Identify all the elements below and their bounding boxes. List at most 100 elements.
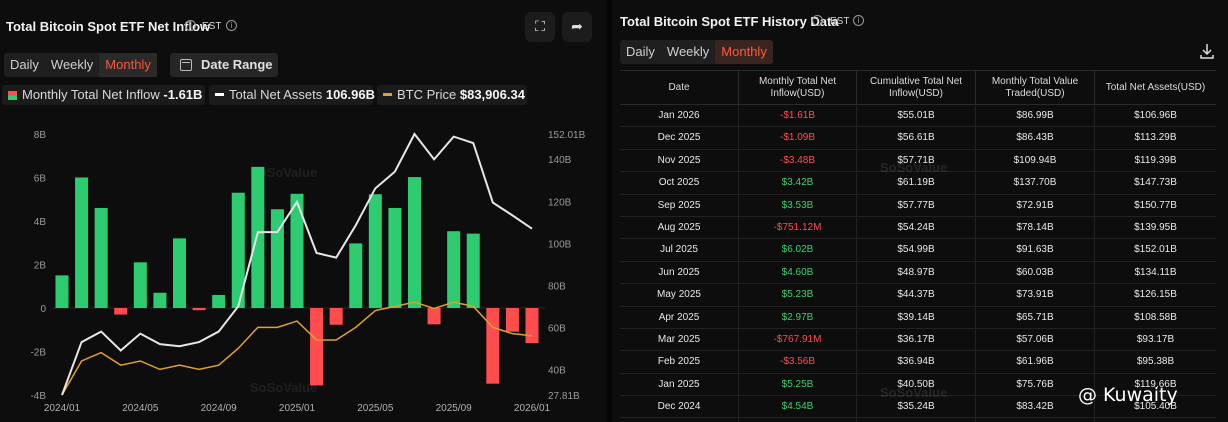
table-cell: $5.25B xyxy=(738,373,856,396)
x-tick: 2024/01 xyxy=(44,403,81,414)
legend-swatch xyxy=(215,93,224,96)
inflow-bar xyxy=(173,238,186,308)
column-header[interactable]: Cumulative Total Net Inflow(USD) xyxy=(856,71,975,104)
table-cell: $152.01B xyxy=(1094,239,1216,261)
table-cell: $55.01B xyxy=(856,105,975,127)
date-range-button[interactable]: Date Range xyxy=(170,53,278,77)
btc-price-line xyxy=(61,301,533,396)
watermark: SoSoValue xyxy=(880,385,948,400)
inflow-bar xyxy=(486,308,500,384)
legend-btc-price[interactable]: BTC Price $83,906.34 xyxy=(377,85,527,105)
info-icon[interactable]: i xyxy=(226,20,237,31)
table-cell: $108.58B xyxy=(1094,306,1216,328)
table-cell: Oct 2025 xyxy=(658,177,700,189)
legend-total-net-assets[interactable]: Total Net Assets 106.96B xyxy=(209,85,375,105)
table-cell: -$3.56B xyxy=(738,351,856,373)
share-icon[interactable]: ➦ xyxy=(562,12,592,42)
info-icon[interactable]: i xyxy=(185,20,196,31)
inflow-chart[interactable]: 8B 6B 4B 2B 0 -2B -4B 152.01B 140B 120B 100B 80B 60B… xyxy=(0,120,606,420)
info-icon[interactable]: i xyxy=(853,15,864,26)
table-row[interactable]: Apr 2025 $2.97B $39.14B $65.71B $108.58B xyxy=(620,306,1216,329)
legend-value: 106.96B xyxy=(325,87,375,102)
table-cell: -$767.91M xyxy=(738,328,856,351)
table-cell: $73.91B xyxy=(975,284,1094,306)
table-row[interactable]: Mar 2025 -$767.91M $36.17B $57.06B $93.17B xyxy=(620,328,1216,352)
net-assets-line xyxy=(61,132,533,396)
inflow-bar xyxy=(310,308,324,386)
panel-divider xyxy=(606,0,612,422)
inflow-title: Total Bitcoin Spot ETF Net Inflow xyxy=(6,19,211,34)
inflow-bar xyxy=(427,308,441,325)
tab-daily[interactable]: Daily xyxy=(626,44,655,59)
legend-label: BTC Price xyxy=(397,87,457,102)
inflow-bar xyxy=(329,308,343,325)
y-tick-right: 140B xyxy=(548,155,572,166)
column-header[interactable]: Total Net Assets(USD) xyxy=(1094,71,1216,104)
credit-label: @ Kuwaity xyxy=(1078,384,1178,406)
y-tick-left: -2B xyxy=(30,348,46,359)
inflow-bar xyxy=(466,233,480,308)
table-row[interactable]: Jul 2025 $6.02B $54.99B $91.63B $152.01B xyxy=(620,239,1216,262)
column-header[interactable]: Monthly Total Value Traded(USD) xyxy=(975,71,1094,104)
table-cell: $147.73B xyxy=(1094,172,1216,194)
column-header[interactable]: Monthly Total Net Inflow(USD) xyxy=(738,71,856,104)
table-cell: $5.23B xyxy=(738,284,856,306)
table-cell: $30.70B xyxy=(856,418,975,422)
info-icon[interactable]: i xyxy=(812,15,823,26)
timezone-label: EST xyxy=(202,21,222,32)
table-cell: $91.63B xyxy=(975,239,1094,261)
column-header[interactable]: Date xyxy=(668,81,690,93)
table-cell: -$751.12M xyxy=(738,216,856,239)
table-cell: $3.53B xyxy=(738,194,856,216)
table-row[interactable]: Jan 2025 $5.25B $40.50B $75.76B $119.66B xyxy=(620,373,1216,397)
table-cell: $78.14B xyxy=(975,216,1094,239)
table-row[interactable]: Feb 2025 -$3.56B $36.94B $61.96B $95.38B xyxy=(620,351,1216,374)
table-cell: $94.73B xyxy=(975,418,1094,422)
table-row[interactable]: Aug 2025 -$751.12M $54.24B $78.14B $139.95B xyxy=(620,216,1216,240)
table-row[interactable]: Nov 2025 -$3.48B $57.71B $109.94B $119.39B xyxy=(620,149,1216,173)
inflow-bar xyxy=(447,231,461,308)
table-cell: Jan 2025 xyxy=(658,378,700,390)
table-row[interactable]: Oct 2025 $3.42B $61.19B $137.70B $147.73B xyxy=(620,172,1216,195)
table-row[interactable]: Jan 2026 -$1.61B $55.01B $86.99B $106.96B xyxy=(620,105,1216,128)
table-cell: -$1.09B xyxy=(738,127,856,149)
table-row[interactable]: May 2025 $5.23B $44.37B $73.91B $126.15B xyxy=(620,284,1216,307)
inflow-bar xyxy=(388,207,402,308)
inflow-bar xyxy=(153,292,167,308)
table-cell: $39.14B xyxy=(856,306,975,328)
history-title: Total Bitcoin Spot ETF History Data xyxy=(620,14,839,29)
tab-weekly[interactable]: Weekly xyxy=(50,57,94,72)
table-row[interactable]: Dec 2024 $4.54B $35.24B $83.42B $105.40B xyxy=(620,396,1216,419)
table-cell: Jan 2026 xyxy=(658,110,700,121)
table-cell: $4.60B xyxy=(738,261,856,284)
legend-swatch xyxy=(8,91,17,100)
timezone-label: EST xyxy=(830,16,850,27)
history-table: Date Monthly Total Net Inflow(USD) Cumul… xyxy=(620,70,1216,422)
inflow-bar xyxy=(251,166,265,308)
tab-weekly[interactable]: Weekly xyxy=(666,44,710,59)
table-row[interactable]: Sep 2025 $3.53B $57.77B $72.91B $150.77B xyxy=(620,194,1216,217)
fullscreen-icon[interactable]: ⛶ xyxy=(525,12,555,42)
table-row[interactable]: Nov 2024$6.49B$30.70B$94.73B$105.28B xyxy=(620,418,1216,422)
tab-monthly[interactable]: Monthly xyxy=(99,53,157,77)
download-icon[interactable] xyxy=(1198,42,1216,60)
table-cell: $137.70B xyxy=(975,172,1094,194)
inflow-bar xyxy=(55,275,69,308)
x-tick: 2026/01 xyxy=(514,403,551,414)
tab-monthly[interactable]: Monthly xyxy=(715,40,773,64)
inflow-bar xyxy=(231,192,245,308)
legend-net-inflow[interactable]: Monthly Total Net Inflow -1.61B xyxy=(2,85,205,105)
table-row[interactable]: Dec 2025 -$1.09B $56.61B $86.43B $113.29B xyxy=(620,127,1216,150)
y-tick-right: 120B xyxy=(548,197,572,208)
table-cell: $40.50B xyxy=(856,373,975,396)
table-row[interactable]: Jun 2025 $4.60B $48.97B $60.03B $134.11B xyxy=(620,261,1216,285)
table-cell: Dec 2025 xyxy=(657,132,701,144)
inflow-bar xyxy=(368,194,382,308)
tab-daily[interactable]: Daily xyxy=(10,57,39,72)
legend-value: -1.61B xyxy=(163,87,203,102)
legend-swatch xyxy=(383,93,392,96)
y-tick-right: 40B xyxy=(548,365,566,376)
calendar-icon xyxy=(180,59,192,71)
table-cell: $61.96B xyxy=(975,351,1094,373)
table-cell: Dec 2024 xyxy=(657,401,701,413)
